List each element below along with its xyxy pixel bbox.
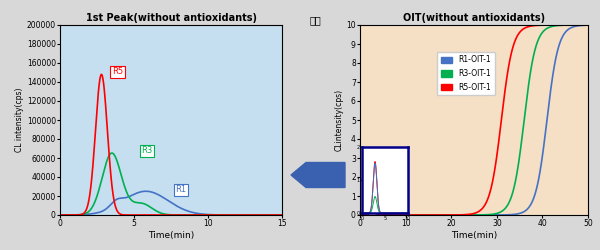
X-axis label: Time(min): Time(min) [148, 231, 194, 240]
Title: 1st Peak(without antioxidants): 1st Peak(without antioxidants) [86, 13, 257, 23]
Text: R3: R3 [142, 146, 152, 155]
Y-axis label: CL intensity(cps): CL intensity(cps) [15, 88, 24, 152]
Text: R1: R1 [175, 185, 187, 194]
X-axis label: Time(min): Time(min) [451, 231, 497, 240]
Legend: R1-OIT-1, R3-OIT-1, R5-OIT-1: R1-OIT-1, R3-OIT-1, R5-OIT-1 [437, 52, 495, 96]
Title: OIT(without antioxidants): OIT(without antioxidants) [403, 13, 545, 23]
Y-axis label: CLintensity(cps): CLintensity(cps) [334, 89, 343, 151]
Text: 十万: 十万 [310, 15, 322, 25]
Text: R5: R5 [112, 68, 123, 76]
